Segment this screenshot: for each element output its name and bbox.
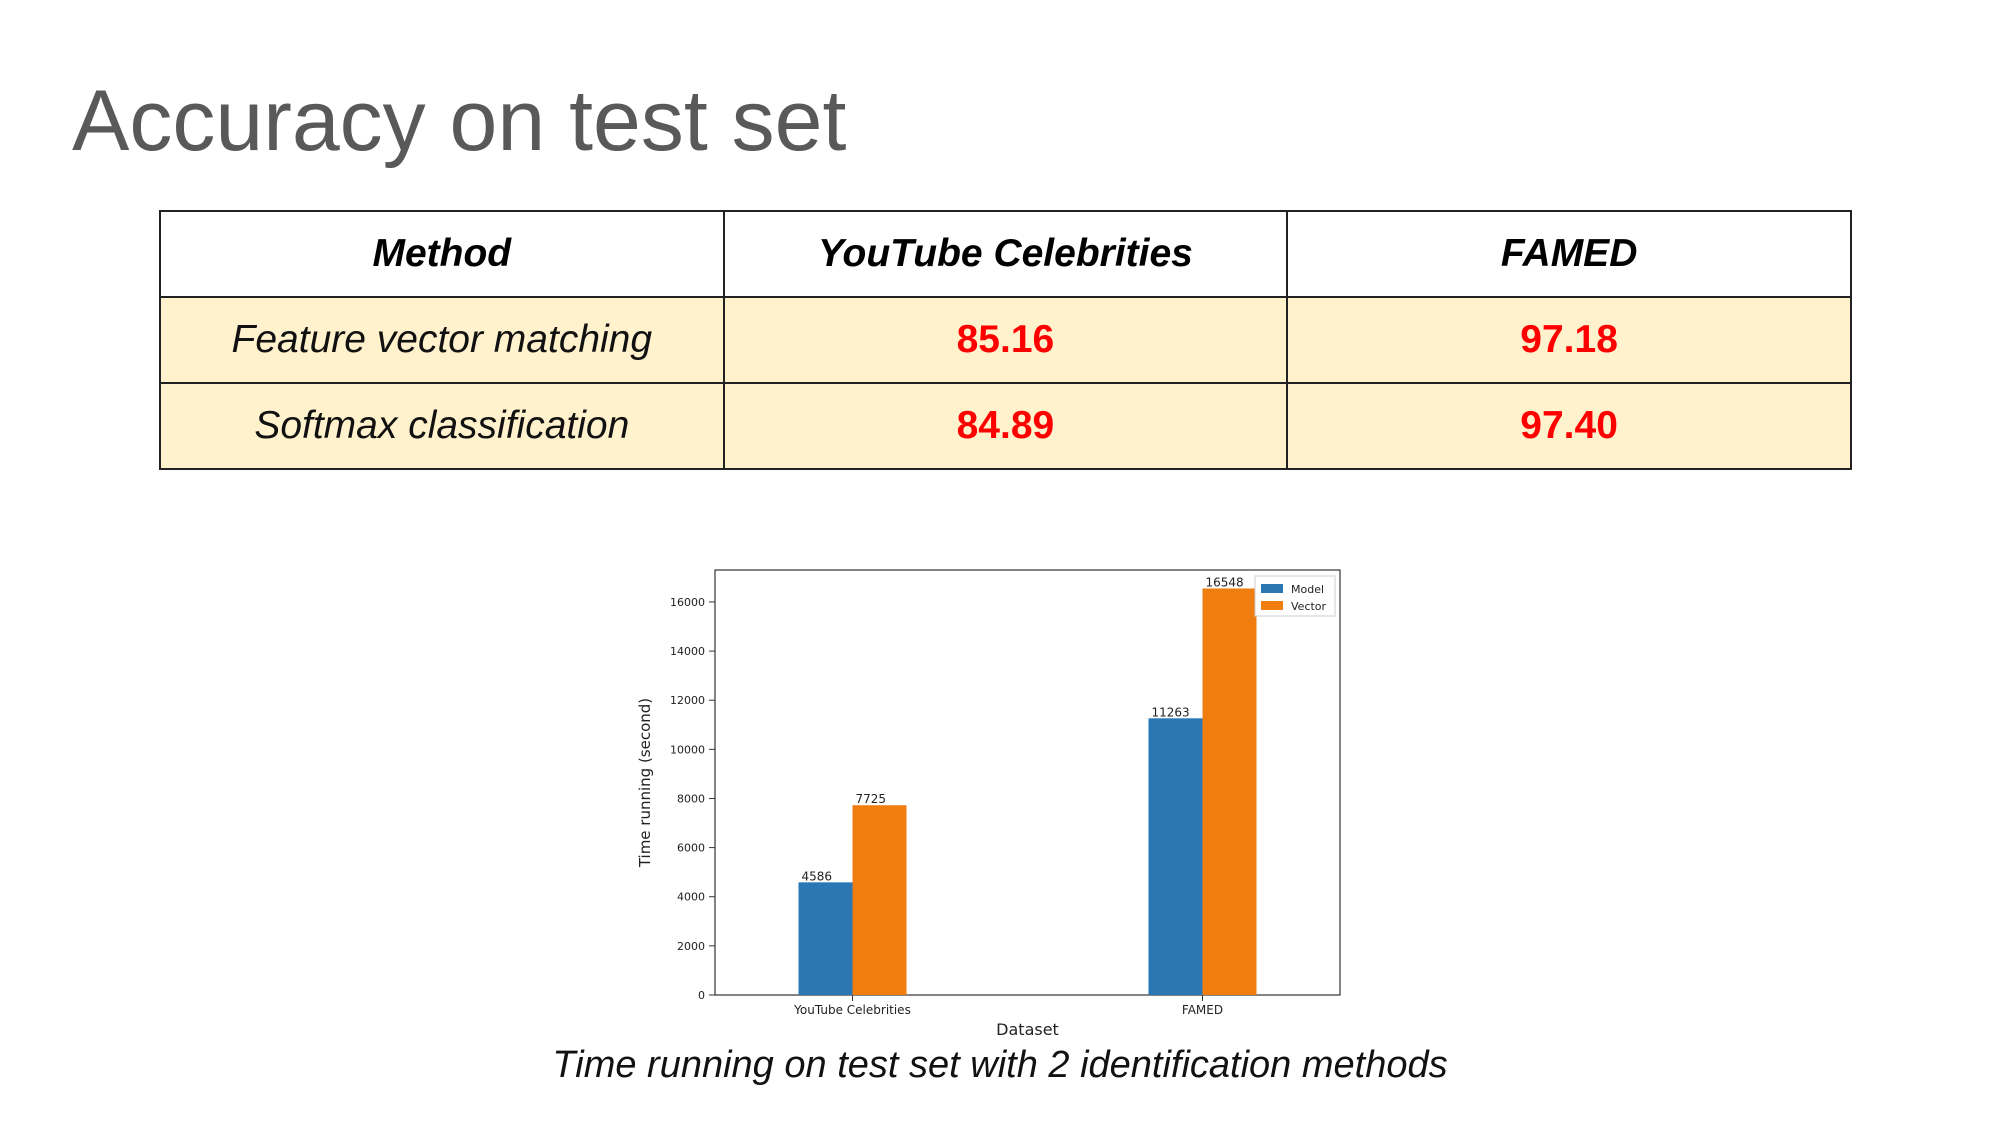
bar-vector-famed bbox=[1202, 588, 1257, 995]
y-tick-label: 8000 bbox=[677, 792, 705, 805]
runtime-chart: 0 2000 4000 6000 8000 10000 12000 14000 16000 Tim… bbox=[630, 555, 1350, 1045]
y-tick-label: 10000 bbox=[670, 743, 705, 756]
table-row: Softmax classification 84.89 97.40 bbox=[159, 382, 1852, 470]
header-youtube-celebrities: YouTube Celebrities bbox=[722, 210, 1289, 298]
legend-label-model: Model bbox=[1291, 583, 1324, 596]
row-famed-accuracy: 97.18 bbox=[1286, 296, 1852, 384]
y-tick-label: 6000 bbox=[677, 842, 705, 855]
table-header-row: Method YouTube Celebrities FAMED bbox=[159, 210, 1852, 298]
chart-caption: Time running on test set with 2 identifi… bbox=[552, 1044, 1448, 1086]
bar-value-label: 4586 bbox=[802, 869, 833, 883]
y-tick-label: 16000 bbox=[670, 596, 705, 609]
bar-value-label: 16548 bbox=[1206, 575, 1244, 589]
row-method-name: Softmax classification bbox=[159, 382, 725, 470]
bar-model-famed bbox=[1148, 718, 1203, 995]
row-famed-accuracy: 97.40 bbox=[1286, 382, 1852, 470]
accuracy-table: Method YouTube Celebrities FAMED Feature… bbox=[159, 210, 1852, 470]
header-method: Method bbox=[159, 210, 725, 298]
bar-value-label: 11263 bbox=[1152, 705, 1190, 719]
row-youtube-accuracy: 84.89 bbox=[722, 382, 1289, 470]
header-famed: FAMED bbox=[1286, 210, 1852, 298]
x-tick-label: FAMED bbox=[1182, 1003, 1223, 1017]
bar-model-youtube-celebrities bbox=[798, 882, 853, 995]
plot-frame bbox=[714, 569, 1341, 996]
runtime-bar-chart: 0 2000 4000 6000 8000 10000 12000 14000 16000 Tim… bbox=[636, 569, 1341, 1039]
y-tick-label: 12000 bbox=[670, 694, 705, 707]
row-youtube-accuracy: 85.16 bbox=[722, 296, 1289, 384]
y-tick-label: 4000 bbox=[677, 891, 705, 904]
bar-value-label: 7725 bbox=[856, 792, 887, 806]
slide-title: Accuracy on test set bbox=[72, 73, 847, 169]
y-tick-label: 2000 bbox=[677, 940, 705, 953]
x-axis-label: Dataset bbox=[996, 1020, 1059, 1039]
legend-swatch-vector bbox=[1261, 601, 1283, 610]
y-tick-label: 0 bbox=[698, 989, 705, 1002]
legend-label-vector: Vector bbox=[1291, 600, 1327, 613]
legend-swatch-model bbox=[1261, 584, 1283, 593]
row-method-name: Feature vector matching bbox=[159, 296, 725, 384]
bar-vector-youtube-celebrities bbox=[852, 805, 907, 995]
y-axis-label: Time running (second) bbox=[636, 698, 654, 868]
x-tick-label: YouTube Celebrities bbox=[793, 1003, 911, 1017]
table-row: Feature vector matching 85.16 97.18 bbox=[159, 296, 1852, 384]
y-tick-label: 14000 bbox=[670, 645, 705, 658]
